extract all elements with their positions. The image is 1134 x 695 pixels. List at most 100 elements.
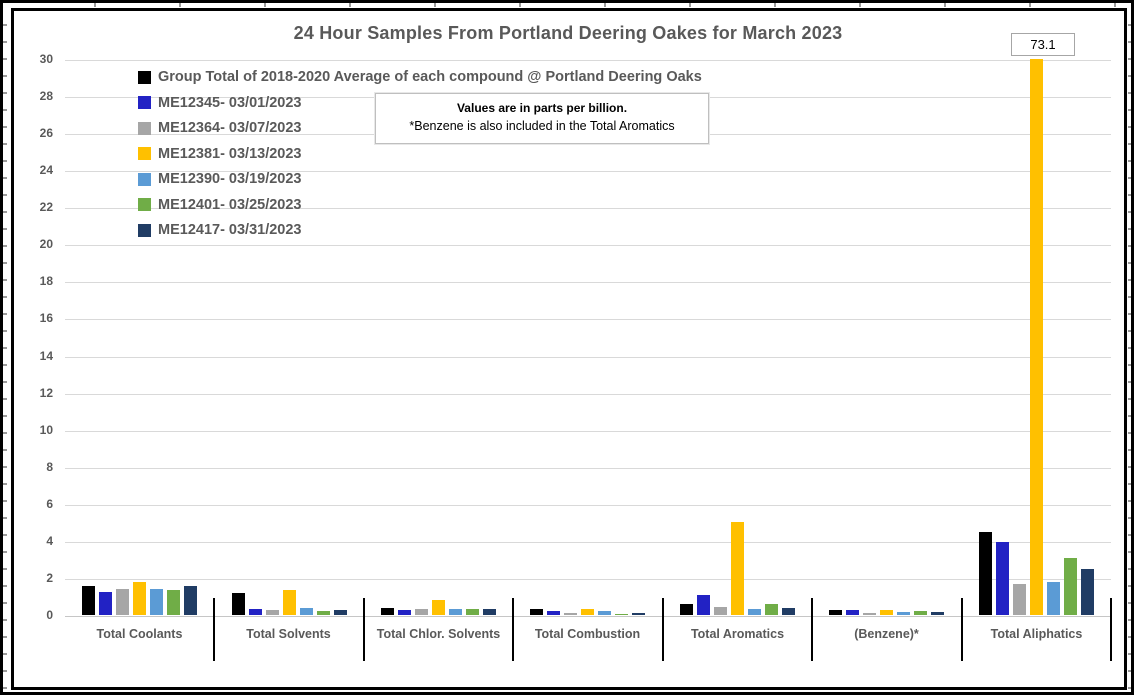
- gridline-12: [65, 394, 1111, 395]
- bar[interactable]: [398, 610, 411, 615]
- y-axis-tick-label: 4: [46, 534, 53, 548]
- category-label: Total Aromatics: [690, 627, 785, 641]
- bar[interactable]: [829, 610, 842, 615]
- bar[interactable]: [931, 612, 944, 615]
- bar[interactable]: [731, 522, 744, 615]
- bar[interactable]: [432, 600, 445, 615]
- y-axis-tick-label: 18: [39, 274, 53, 288]
- bar[interactable]: [1064, 558, 1077, 615]
- legend-swatch-icon: [138, 223, 151, 237]
- bar[interactable]: [714, 607, 727, 615]
- legend-item-5[interactable]: ME12401- 03/25/2023: [138, 197, 702, 213]
- legend-swatch-icon: [138, 70, 151, 84]
- bar[interactable]: [748, 609, 761, 615]
- gridline-24: [65, 171, 1111, 172]
- bar[interactable]: [167, 590, 180, 615]
- bar[interactable]: [598, 611, 611, 615]
- bar[interactable]: [266, 610, 279, 615]
- category-divider: [213, 598, 215, 661]
- bar[interactable]: [547, 611, 560, 615]
- bar[interactable]: [466, 609, 479, 615]
- bar[interactable]: [680, 604, 693, 615]
- y-axis-tick-label: 28: [39, 89, 53, 103]
- bar[interactable]: [1013, 584, 1026, 615]
- gridline-16: [65, 319, 1111, 320]
- bar[interactable]: [415, 609, 428, 615]
- gridline-2: [65, 579, 1111, 580]
- legend-label: ME12401- 03/25/2023: [158, 196, 302, 213]
- bar[interactable]: [914, 611, 927, 615]
- bar[interactable]: [334, 610, 347, 615]
- y-axis-tick-label: 2: [46, 571, 53, 585]
- spreadsheet-row-gridline-ticks-left: [3, 9, 7, 689]
- legend-item-3[interactable]: ME12381- 03/13/2023: [138, 146, 702, 162]
- bar[interactable]: [846, 610, 859, 615]
- clipped-bar-data-label: 73.1: [1011, 33, 1075, 56]
- bar[interactable]: [564, 613, 577, 615]
- legend-item-1[interactable]: ME12345- 03/01/2023: [138, 95, 702, 111]
- category-divider: [1110, 598, 1112, 661]
- legend-swatch-icon: [138, 198, 151, 211]
- bar[interactable]: [283, 590, 296, 615]
- bar[interactable]: [184, 586, 197, 615]
- category-divider: [512, 598, 514, 661]
- legend-swatch-icon: [138, 172, 151, 186]
- bar[interactable]: [116, 589, 129, 615]
- bar[interactable]: [697, 595, 710, 615]
- legend-label: ME12364- 03/07/2023: [158, 120, 302, 136]
- bar[interactable]: [996, 542, 1009, 615]
- bar[interactable]: [1030, 59, 1043, 615]
- gridline-0: [65, 616, 1111, 617]
- legend-item-0[interactable]: Group Total of 2018-2020 Average of each…: [138, 69, 702, 85]
- bar[interactable]: [897, 612, 910, 615]
- bar[interactable]: [581, 609, 594, 615]
- gridline-10: [65, 431, 1111, 432]
- note-line-1: Values are in parts per billion.: [456, 101, 628, 115]
- y-axis-tick-label: 8: [46, 460, 53, 474]
- legend-label: ME12417- 03/31/2023: [158, 222, 302, 238]
- gridline-30: [65, 60, 1111, 61]
- gridline-8: [65, 468, 1111, 469]
- y-axis-tick-label: 16: [39, 311, 53, 325]
- bar[interactable]: [632, 613, 645, 615]
- bar[interactable]: [765, 604, 778, 615]
- bar[interactable]: [449, 609, 462, 615]
- bar[interactable]: [82, 586, 95, 615]
- gridline-18: [65, 282, 1111, 283]
- bar[interactable]: [317, 611, 330, 615]
- bar[interactable]: [381, 608, 394, 615]
- category-label: Total Solvents: [246, 627, 331, 641]
- gridline-4: [65, 542, 1111, 543]
- bar[interactable]: [1081, 569, 1094, 615]
- gridline-6: [65, 505, 1111, 506]
- legend-label: ME12390- 03/19/2023: [158, 171, 302, 187]
- category-label: Total Coolants: [96, 627, 183, 641]
- category-label: Total Aliphatics: [990, 627, 1083, 641]
- bar[interactable]: [249, 609, 262, 615]
- legend-item-4[interactable]: ME12390- 03/19/2023: [138, 171, 702, 187]
- bar[interactable]: [863, 613, 876, 615]
- y-axis-tick-label: 20: [39, 237, 53, 251]
- gridline-20: [65, 245, 1111, 246]
- bar[interactable]: [530, 609, 543, 615]
- gridline-22: [65, 208, 1111, 209]
- bar[interactable]: [150, 589, 163, 615]
- bar[interactable]: [133, 582, 146, 615]
- plot-area: 0 2 4 6 8 10 12 14 16 18 20 22 24 26 28 30 Total Coolant…: [3, 3, 1131, 692]
- bar[interactable]: [232, 593, 245, 615]
- bar[interactable]: [1047, 582, 1060, 615]
- bar[interactable]: [880, 610, 893, 615]
- bar[interactable]: [300, 608, 313, 615]
- category-label: (Benzene)*: [854, 627, 919, 641]
- bar[interactable]: [979, 532, 992, 615]
- y-axis-tick-label: 26: [39, 126, 53, 140]
- legend-swatch-icon: [138, 96, 151, 109]
- bar[interactable]: [782, 608, 795, 615]
- legend-item-2[interactable]: ME12364- 03/07/2023: [138, 120, 702, 136]
- y-axis-tick-label: 6: [46, 497, 53, 511]
- bar[interactable]: [99, 592, 112, 615]
- legend-item-6[interactable]: ME12417- 03/31/2023: [138, 222, 702, 238]
- bar[interactable]: [483, 609, 496, 615]
- bar[interactable]: [615, 614, 628, 615]
